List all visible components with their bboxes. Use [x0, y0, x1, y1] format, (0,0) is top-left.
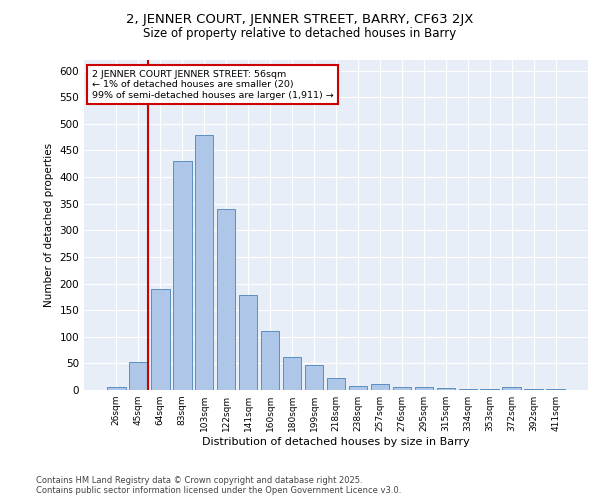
Bar — [502, 388, 521, 390]
Bar — [151, 289, 170, 390]
Bar — [129, 362, 148, 390]
Bar — [173, 161, 191, 390]
Bar — [326, 378, 346, 390]
Bar — [437, 388, 455, 390]
Bar — [195, 134, 214, 390]
Text: 2, JENNER COURT, JENNER STREET, BARRY, CF63 2JX: 2, JENNER COURT, JENNER STREET, BARRY, C… — [127, 12, 473, 26]
Y-axis label: Number of detached properties: Number of detached properties — [44, 143, 54, 307]
X-axis label: Distribution of detached houses by size in Barry: Distribution of detached houses by size … — [202, 437, 470, 447]
Bar — [107, 388, 125, 390]
Bar — [239, 296, 257, 390]
Bar — [371, 384, 389, 390]
Bar — [392, 387, 411, 390]
Text: Size of property relative to detached houses in Barry: Size of property relative to detached ho… — [143, 28, 457, 40]
Bar — [415, 388, 433, 390]
Bar — [458, 389, 477, 390]
Text: 2 JENNER COURT JENNER STREET: 56sqm
← 1% of detached houses are smaller (20)
99%: 2 JENNER COURT JENNER STREET: 56sqm ← 1%… — [92, 70, 334, 100]
Bar — [349, 386, 367, 390]
Bar — [547, 389, 565, 390]
Bar — [305, 365, 323, 390]
Bar — [261, 332, 280, 390]
Text: Contains HM Land Registry data © Crown copyright and database right 2025.
Contai: Contains HM Land Registry data © Crown c… — [36, 476, 401, 495]
Bar — [217, 209, 235, 390]
Bar — [283, 357, 301, 390]
